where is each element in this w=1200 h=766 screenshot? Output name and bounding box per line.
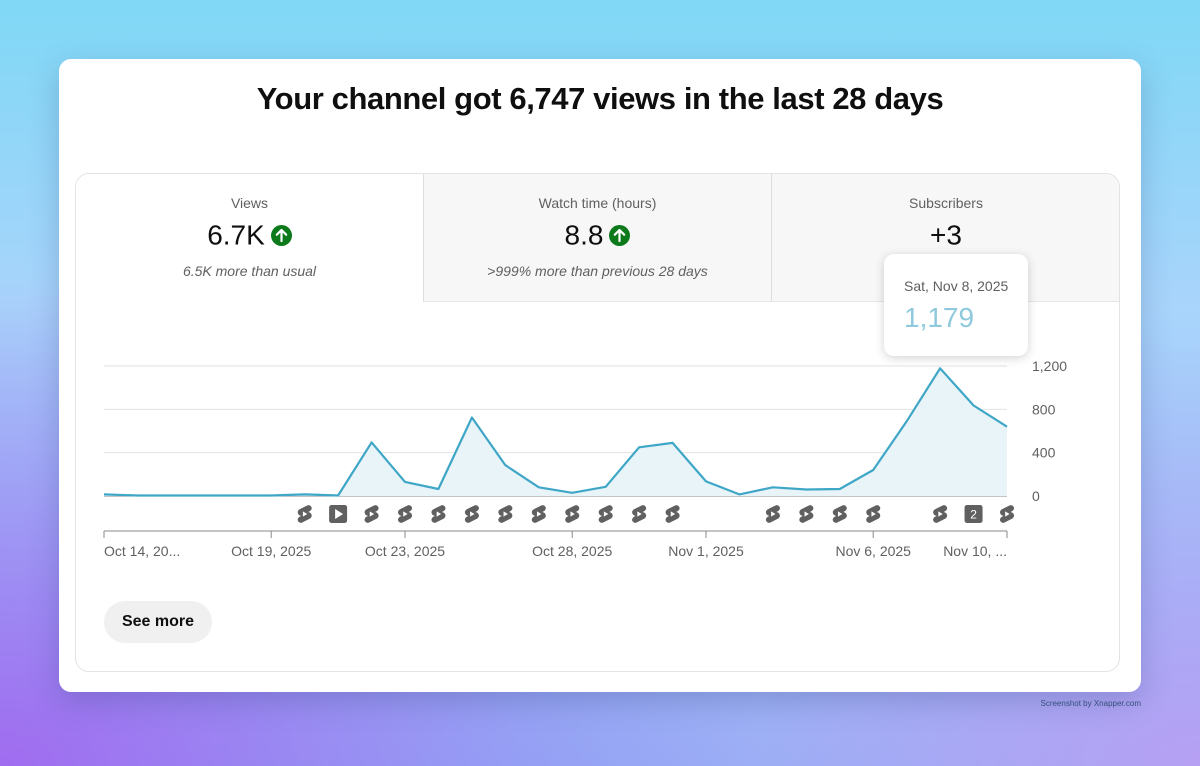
views-chart[interactable]: 0 400 800 1,200 2 Oct 14, 20... Oct 19, 2025 Oc… xyxy=(76,174,1119,594)
tab-value: +3 xyxy=(772,218,1119,252)
shorts-icon[interactable] xyxy=(364,505,379,523)
shorts-icon[interactable] xyxy=(531,505,546,523)
svg-text:2: 2 xyxy=(970,508,977,522)
views-value: 6.7K xyxy=(207,219,265,251)
x-tick-label: Oct 19, 2025 xyxy=(231,543,311,559)
page-title: Your channel got 6,747 views in the last… xyxy=(256,81,944,116)
tab-note: 6.5K more than usual xyxy=(182,263,317,279)
watch-time-value: 8.8 xyxy=(564,219,604,251)
shorts-icon[interactable] xyxy=(799,505,814,523)
shorts-icon[interactable] xyxy=(632,505,647,523)
x-tick-label: Oct 14, 20... xyxy=(104,543,180,559)
shorts-icon[interactable] xyxy=(832,505,847,523)
shorts-icon[interactable] xyxy=(866,505,881,523)
tab-views[interactable]: Views 6.7K 6.5K more than usual xyxy=(76,174,423,302)
shorts-icon[interactable] xyxy=(464,505,479,523)
tooltip-date: Sat, Nov 8, 2025 xyxy=(904,278,1009,294)
x-tick-label: Nov 10, ... xyxy=(943,543,1007,559)
arrow-up-icon xyxy=(270,225,292,247)
shorts-icon[interactable] xyxy=(933,505,948,523)
y-tick-label: 1,200 xyxy=(1032,358,1067,374)
metrics-panel: Views 6.7K 6.5K more than usual Watch ti… xyxy=(75,173,1120,672)
analytics-card: Your channel got 6,747 views in the last… xyxy=(59,59,1141,692)
tab-watch-time[interactable]: Watch time (hours) 8.8 >999% more than p… xyxy=(423,174,771,302)
y-tick-label: 400 xyxy=(1032,445,1056,461)
shorts-icon[interactable] xyxy=(765,505,780,523)
shorts-icon[interactable] xyxy=(665,505,680,523)
tooltip-value: 1,179 xyxy=(904,302,975,333)
series-area xyxy=(104,368,1007,496)
tab-label: Views xyxy=(230,195,269,211)
y-tick-label: 800 xyxy=(1032,401,1056,417)
shorts-icon[interactable] xyxy=(598,505,613,523)
shorts-icon[interactable] xyxy=(498,505,513,523)
subscribers-value: +3 xyxy=(930,219,962,251)
upload-count-badge[interactable]: 2 xyxy=(964,505,983,523)
tab-value: 8.8 xyxy=(424,218,771,252)
arrow-up-icon xyxy=(609,225,631,247)
tab-note: >999% more than previous 28 days xyxy=(487,263,708,279)
shorts-icon[interactable] xyxy=(565,505,580,523)
tab-label: Watch time (hours) xyxy=(538,195,657,211)
x-tick-label: Oct 28, 2025 xyxy=(532,543,612,559)
tab-label: Subscribers xyxy=(909,195,983,211)
chart-tooltip: Sat, Nov 8, 2025 1,179 xyxy=(884,254,1028,356)
x-tick-label: Oct 23, 2025 xyxy=(365,543,445,559)
tab-value: 6.7K xyxy=(76,218,423,252)
watermark: Screenshot by Xnapper.com xyxy=(1040,699,1141,708)
series-line xyxy=(103,367,1008,497)
shorts-icon[interactable] xyxy=(297,505,312,523)
video-icon[interactable] xyxy=(329,505,348,523)
shorts-icon[interactable] xyxy=(397,505,413,523)
shorts-icon[interactable] xyxy=(431,505,446,523)
see-more-button[interactable]: See more xyxy=(104,601,212,643)
x-tick-label: Nov 1, 2025 xyxy=(668,543,744,559)
shorts-icon[interactable] xyxy=(999,505,1015,523)
y-tick-label: 0 xyxy=(1032,488,1040,504)
x-tick-label: Nov 6, 2025 xyxy=(835,543,911,559)
